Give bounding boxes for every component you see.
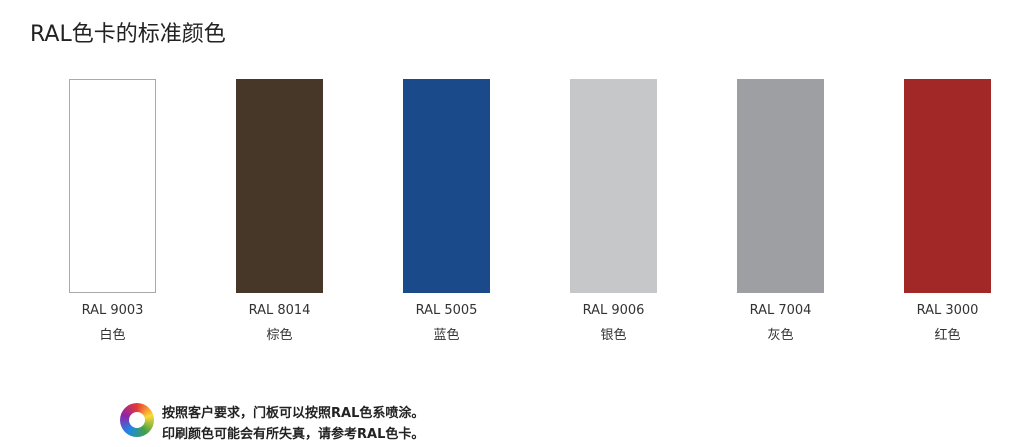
color-swatch <box>904 79 991 293</box>
color-code: RAL 7004 <box>749 303 812 318</box>
color-name: 红色 <box>934 328 961 343</box>
note-line: 印刷颜色可能会有所失真，请参考RAL色卡。 <box>162 427 425 442</box>
color-code: RAL 8014 <box>248 303 311 318</box>
note-line: 按照客户要求，门板可以按照RAL色系喷涂。 <box>162 406 425 421</box>
color-code: RAL 5005 <box>415 303 478 318</box>
color-code: RAL 9003 <box>81 303 144 318</box>
color-swatch <box>403 79 490 293</box>
color-swatch <box>570 79 657 293</box>
title: RAL色卡的标准颜色 <box>30 22 226 47</box>
color-wheel-icon <box>120 403 154 437</box>
color-name: 棕色 <box>266 328 293 343</box>
color-name: 蓝色 <box>433 328 460 343</box>
color-swatch <box>737 79 824 293</box>
color-swatch <box>236 79 323 293</box>
color-code: RAL 3000 <box>916 303 979 318</box>
color-swatch <box>69 79 156 293</box>
color-name: 灰色 <box>767 328 794 343</box>
color-name: 银色 <box>600 328 627 343</box>
color-code: RAL 9006 <box>582 303 645 318</box>
color-name: 白色 <box>99 328 126 343</box>
